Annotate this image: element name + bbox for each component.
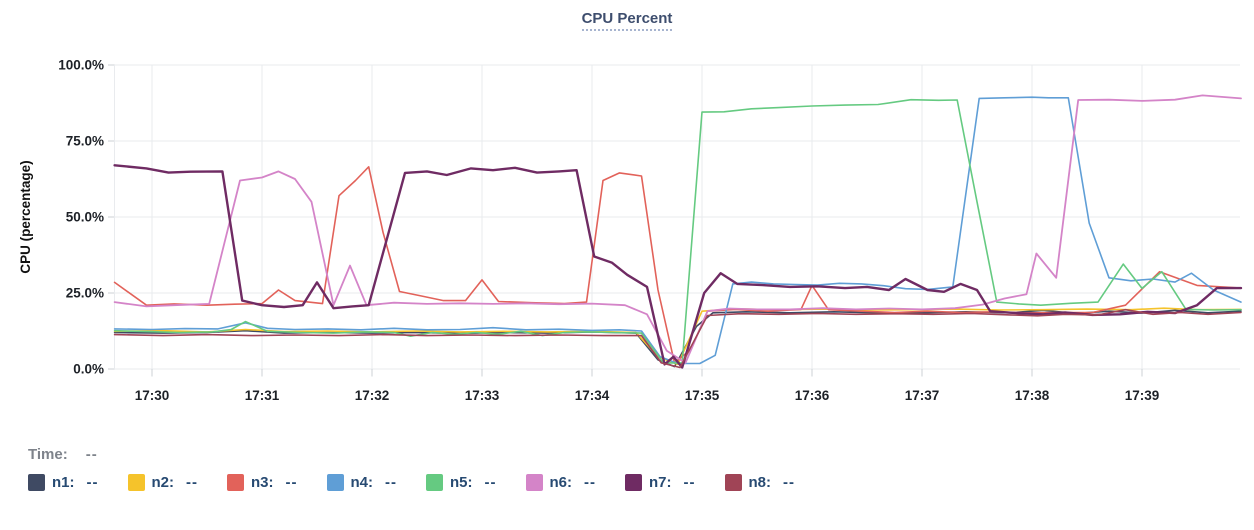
legend-item-n4[interactable]: n4: -- <box>326 474 398 491</box>
x-axis-tick: 17:30 <box>135 388 170 403</box>
legend-label: n7: <box>649 474 672 491</box>
legend-swatch <box>28 474 45 491</box>
time-value: -- <box>85 446 98 463</box>
y-axis-tick: 50.0% <box>66 210 104 225</box>
series-line-n5 <box>113 98 1242 364</box>
x-axis-tick: 17:37 <box>905 388 940 403</box>
cpu-percent-chart[interactable]: 100.0% 75.0% 50.0% 25.0% 0.0% 17:30 17:31 17:32… <box>0 0 1254 415</box>
legend-label: n2: <box>151 474 175 491</box>
legend-value: -- <box>484 474 497 491</box>
x-axis-tick: 17:35 <box>685 388 720 403</box>
legend-label: n4: <box>350 474 374 491</box>
legend-swatch <box>227 474 244 491</box>
legend-value: -- <box>86 474 99 491</box>
legend-item-n5[interactable]: n5: -- <box>426 474 497 491</box>
legend-value: -- <box>783 474 795 491</box>
series-line-n4 <box>113 96 1242 365</box>
series-line-n3 <box>113 166 1242 364</box>
legend-swatch <box>426 474 443 491</box>
x-axis-tick: 17:31 <box>245 388 280 403</box>
series-line-n8 <box>113 308 1242 369</box>
panel-header: CPU Percent <box>0 10 1254 31</box>
legend-swatch <box>525 474 543 491</box>
legend-item-n6[interactable]: n6: -- <box>525 474 597 491</box>
y-axis-tick: 25.0% <box>66 286 104 301</box>
y-axis-title: CPU (percentage) <box>18 160 33 273</box>
y-axis-tick: 75.0% <box>66 134 104 149</box>
x-axis-tick: 17:34 <box>575 388 610 403</box>
x-axis-tick: 17:33 <box>465 388 500 403</box>
legend-value: -- <box>584 474 596 491</box>
x-axis-tick: 17:38 <box>1015 388 1050 403</box>
legend-item-n8[interactable]: n8: -- <box>724 474 796 491</box>
legend-label: n6: <box>549 474 573 491</box>
legend-value: -- <box>285 474 298 491</box>
series-legend: n1: -- n2: -- n3: -- n4: -- n5: -- n6: -- n7: -- n8: -- <box>28 474 795 491</box>
legend-item-n2[interactable]: n2: -- <box>127 474 199 491</box>
legend-swatch <box>724 474 742 491</box>
series-line-n7 <box>113 164 1243 369</box>
legend-item-n3[interactable]: n3: -- <box>227 474 298 491</box>
series-line-n6 <box>113 94 1242 364</box>
y-axis-tick: 100.0% <box>58 58 104 73</box>
legend-item-n7[interactable]: n7: -- <box>625 474 696 491</box>
legend-label: n5: <box>450 474 473 491</box>
series-line-n2 <box>113 307 1242 366</box>
legend-label: n1: <box>52 474 75 491</box>
legend-swatch <box>326 474 344 491</box>
x-axis-tick: 17:36 <box>795 388 830 403</box>
legend-item-n1[interactable]: n1: -- <box>28 474 99 491</box>
x-axis-tick: 17:39 <box>1125 388 1160 403</box>
legend-label: n3: <box>251 474 274 491</box>
legend-value: -- <box>186 474 198 491</box>
legend-swatch <box>127 474 145 491</box>
legend-value: -- <box>385 474 397 491</box>
time-label: Time: <box>28 446 68 463</box>
x-axis-tick: 17:32 <box>355 388 390 403</box>
legend-swatch <box>625 474 642 491</box>
legend-label: n8: <box>748 474 772 491</box>
y-axis-tick: 0.0% <box>73 362 104 377</box>
panel-title[interactable]: CPU Percent <box>581 10 673 31</box>
legend-time-row: Time: -- <box>28 446 98 463</box>
legend-value: -- <box>683 474 696 491</box>
grid-lines: 100.0% 75.0% 50.0% 25.0% 0.0% 17:30 17:31 17:32… <box>58 58 1240 403</box>
